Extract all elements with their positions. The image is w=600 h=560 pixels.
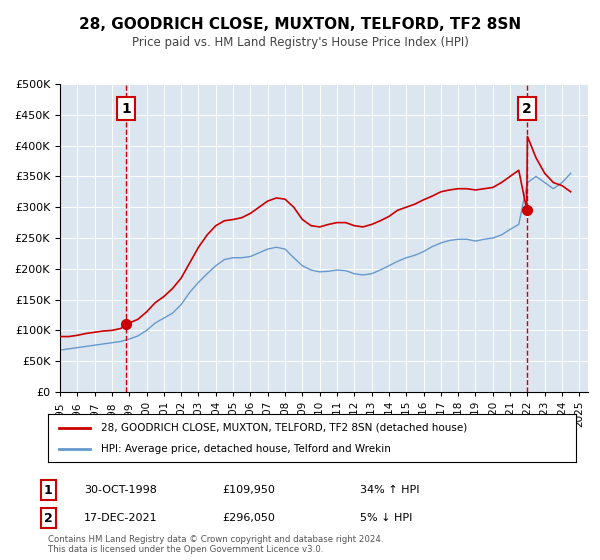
Text: 30-OCT-1998: 30-OCT-1998	[84, 485, 157, 495]
Text: 2: 2	[522, 101, 532, 115]
Text: 34% ↑ HPI: 34% ↑ HPI	[360, 485, 419, 495]
Text: £296,050: £296,050	[222, 513, 275, 523]
Text: 17-DEC-2021: 17-DEC-2021	[84, 513, 158, 523]
Text: 5% ↓ HPI: 5% ↓ HPI	[360, 513, 412, 523]
Text: HPI: Average price, detached house, Telford and Wrekin: HPI: Average price, detached house, Telf…	[101, 444, 391, 454]
Text: 1: 1	[121, 101, 131, 115]
Text: £109,950: £109,950	[222, 485, 275, 495]
Text: Price paid vs. HM Land Registry's House Price Index (HPI): Price paid vs. HM Land Registry's House …	[131, 36, 469, 49]
Text: 1: 1	[44, 483, 52, 497]
Text: 2: 2	[44, 511, 52, 525]
Text: Contains HM Land Registry data © Crown copyright and database right 2024.: Contains HM Land Registry data © Crown c…	[48, 535, 383, 544]
Text: 28, GOODRICH CLOSE, MUXTON, TELFORD, TF2 8SN (detached house): 28, GOODRICH CLOSE, MUXTON, TELFORD, TF2…	[101, 423, 467, 433]
Text: This data is licensed under the Open Government Licence v3.0.: This data is licensed under the Open Gov…	[48, 545, 323, 554]
Text: 28, GOODRICH CLOSE, MUXTON, TELFORD, TF2 8SN: 28, GOODRICH CLOSE, MUXTON, TELFORD, TF2…	[79, 17, 521, 32]
